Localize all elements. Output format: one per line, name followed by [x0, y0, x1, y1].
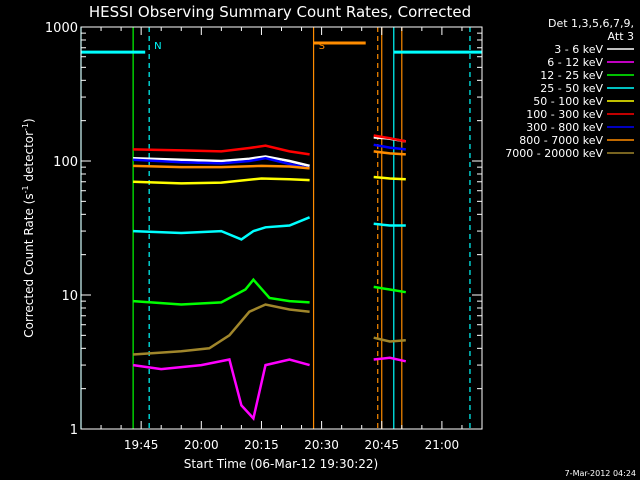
- series-300-800-kev-segment-0: [133, 156, 310, 170]
- y-axis-label-sup2: -1: [21, 123, 30, 131]
- footer-timestamp: 7-Mar-2012 04:24: [565, 469, 636, 478]
- series-6-12-kev-segment-0: [132, 358, 310, 421]
- series-50-100-kev-segment-0: [133, 177, 310, 185]
- legend-header-attenuator: Att 3: [608, 30, 634, 43]
- y-tick-label-1000: 1000: [45, 21, 78, 36]
- x-axis-label: Start Time (06-Mar-12 19:30:22): [184, 457, 378, 471]
- legend-label-300-800-kev: 300 - 800 keV: [526, 121, 603, 134]
- x-tick-label-2100: 21:00: [425, 438, 460, 452]
- legend-label-7000-20000-kev: 7000 - 20000 keV: [505, 147, 603, 160]
- legend-label-12-25-kev: 12 - 25 keV: [540, 69, 603, 82]
- series-6-12-kev-segment-1: [373, 356, 407, 363]
- y-tick-label-1: 1: [70, 423, 78, 438]
- y-axis-label: Corrected Count Rate (s-1 detector-1): [21, 118, 36, 337]
- series-100-300-kev-segment-1: [373, 134, 407, 143]
- marker-s-label: S: [319, 41, 325, 52]
- series-100-300-kev-segment-0: [133, 144, 310, 156]
- marker-n-label: N: [154, 41, 161, 52]
- series-50-100-kev-segment-1: [373, 175, 406, 181]
- series-12-25-kev-segment-1: [373, 285, 407, 294]
- series-800-7000-kev-segment-0: [133, 164, 310, 170]
- legend-label-100-300-kev: 100 - 300 keV: [526, 108, 603, 121]
- y-tick-label-100: 100: [53, 155, 78, 170]
- legend-label-50-100-kev: 50 - 100 keV: [533, 95, 603, 108]
- x-tick-label-2030: 20:30: [304, 438, 339, 452]
- y-axis-label-end: ): [22, 118, 36, 123]
- x-tick-label-1945: 19:45: [124, 438, 159, 452]
- y-tick-label-10: 10: [61, 289, 78, 304]
- axes-layer: 19:45 20:00 20:15 20:30 20:45 21:00 1 10 100 1000: [45, 21, 482, 452]
- legend-header-detectors: Det 1,3,5,6,7,9,: [548, 17, 634, 30]
- legend-label-800-7000-kev: 800 - 7000 keV: [519, 134, 603, 147]
- series-800-7000-kev-segment-1: [373, 150, 406, 156]
- x-tick-label-2045: 20:45: [364, 438, 399, 452]
- series-300-800-kev-segment-1: [373, 143, 406, 151]
- y-axis-label-sup1: -1: [21, 185, 30, 193]
- legend-label-6-12-kev: 6 - 12 keV: [547, 56, 603, 69]
- y-axis-label-main: Corrected Count Rate (s: [22, 193, 36, 337]
- series-25-50-kev-segment-1: [373, 222, 406, 227]
- series-25-50-kev-segment-0: [133, 216, 311, 241]
- x-tick-label-2000: 20:00: [184, 438, 219, 452]
- chart-title: HESSI Observing Summary Count Rates, Cor…: [89, 3, 471, 21]
- y-axis-label-mid: detector: [22, 131, 36, 186]
- series-7000-20000-kev-segment-0: [133, 303, 310, 356]
- x-tick-label-2015: 20:15: [244, 438, 279, 452]
- series-12-25-kev-segment-0: [133, 277, 310, 306]
- series-3-6-kev-segment-0: [133, 155, 310, 168]
- legend-label-3-6-kev: 3 - 6 keV: [554, 43, 603, 56]
- series-7000-20000-kev-segment-1: [373, 336, 406, 343]
- legend-label-25-50-kev: 25 - 50 keV: [540, 82, 603, 95]
